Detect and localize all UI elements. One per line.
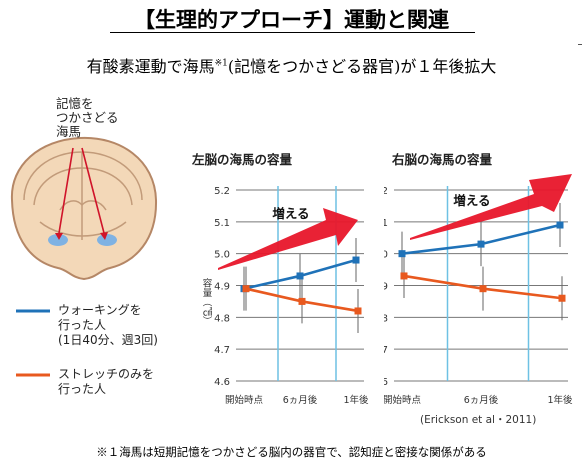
brain-icon [10,136,158,281]
legend-walking-line: ウォーキングを [58,303,142,317]
y-tick-label: 4.9 [214,282,230,293]
data-point-stretch [479,285,487,293]
data-point-stretch [400,272,408,280]
x-tick-label: 開始時点 [384,394,421,406]
legend-walking: ウォーキングを 行った人 (1日40分、週3回) [58,303,158,348]
source-citation: (Erickson et al・2011) [420,414,537,426]
data-point-stretch [558,294,566,302]
y-tick-label: 5.0 [214,250,230,261]
legend-stretch: ストレッチのみを 行った人 [58,367,154,397]
legend-walking-line: 行った人 [58,318,107,332]
y-tick-label: 5.2 [384,186,388,197]
chart-left: 左脳の海馬の容量 5.2 5.1 5.0 4.9 4.8 4.7 4.6 容量（㎤） 増える開始時… [191,152,369,406]
legend-walking-line: (1日40分、週3回) [58,333,158,347]
page-title: 【生理的アプローチ】運動と関連 [134,7,449,32]
x-tick-label: 1年後 [547,394,573,406]
y-tick-label: 5.1 [214,218,230,229]
y-tick-label: 5.2 [214,186,230,197]
hippocampus-left-icon [48,234,68,246]
y-tick-label: 5.0 [384,250,388,261]
increase-annotation: 増える [453,193,490,208]
y-tick-label: 4.6 [384,377,388,388]
data-point-walking [296,272,304,280]
footnote-mark: ※1 [214,58,228,69]
y-tick-label: 5.1 [384,218,388,229]
data-point-stretch [242,285,250,293]
data-point-walking [352,256,360,264]
y-tick-label: 4.7 [384,345,388,356]
x-tick-label: 1年後 [343,394,369,406]
edge-dash [578,44,582,45]
brain-label-line: 記憶を [56,96,94,111]
brain-label-line: つかさどる [56,110,119,125]
x-tick-label: 6ヵ月後 [464,394,499,406]
legend-stretch-line: ストレッチのみを [58,367,155,381]
subtitle-before: 有酸素運動で海馬 [86,57,215,76]
data-point-stretch [298,297,306,305]
data-point-walking [477,240,485,248]
title-underline [110,32,475,33]
data-point-walking [398,250,406,258]
chart-title: 左脳の海馬の容量 [191,152,293,167]
page-subtitle: 有酸素運動で海馬※1(記憶をつかさどる器官)が１年後拡大 [0,53,583,77]
x-tick-label: 6ヵ月後 [283,394,318,406]
subtitle-after: (記憶をつかさどる器官)が１年後拡大 [227,57,497,76]
increase-arrow [218,208,358,270]
brain-label: 記憶を つかさどる 海馬 [56,97,119,139]
hippocampus-right-icon [97,234,117,246]
y-tick-label: 4.8 [214,313,230,324]
y-tick-label: 4.9 [384,282,388,293]
increase-arrow [410,174,572,240]
chart-title: 右脳の海馬の容量 [391,152,493,167]
y-tick-label: 4.6 [214,377,230,388]
data-point-walking [556,221,564,229]
y-axis-label: 容量（㎤） [201,277,213,325]
footnote: ※１海馬は短期記憶をつかさどる脳内の器官で、認知症と密接な関係がある [96,445,487,459]
x-tick-label: 開始時点 [225,394,264,406]
increase-annotation: 増える [272,206,309,221]
legend-stretch-line: 行った人 [58,382,107,396]
y-tick-label: 4.8 [384,313,388,324]
data-point-stretch [354,307,362,315]
brain-label-line: 海馬 [56,124,82,139]
y-tick-label: 4.7 [214,345,230,356]
